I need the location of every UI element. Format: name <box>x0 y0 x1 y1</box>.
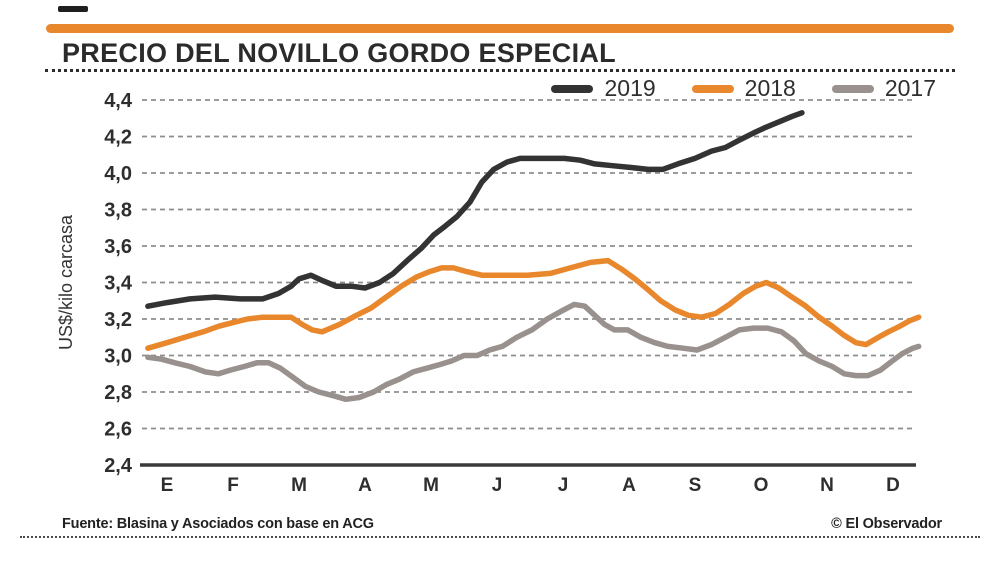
x-axis-tick: J <box>558 475 569 496</box>
corner-dash-mark <box>58 6 88 12</box>
y-axis-tick: 3,8 <box>104 200 132 222</box>
y-axis-tick: 3,4 <box>104 273 133 295</box>
chart-legend: 2019 2018 2017 <box>551 77 936 100</box>
legend-label: 2019 <box>604 75 656 101</box>
legend-item-2017: 2017 <box>831 75 936 101</box>
y-axis-tick: 3,2 <box>104 309 132 331</box>
page-title: PRECIO DEL NOVILLO GORDO ESPECIAL <box>62 38 616 68</box>
footer-dotted-separator <box>20 536 980 538</box>
x-axis-tick: A <box>358 475 372 496</box>
legend-label: 2018 <box>744 75 796 101</box>
x-axis-tick: J <box>492 475 503 496</box>
x-axis-tick: F <box>227 475 239 496</box>
x-axis-tick: N <box>820 475 834 496</box>
y-axis-tick: 3,0 <box>104 346 132 368</box>
y-axis-title: US$/kilo carcasa <box>56 214 76 350</box>
y-axis-tick: 4,0 <box>104 163 132 185</box>
y-axis-tick: 2,6 <box>104 419 132 441</box>
credit-note: © El Observador <box>831 516 942 532</box>
legend-swatch-2019-icon <box>551 84 594 93</box>
legend-label: 2017 <box>884 75 936 101</box>
x-axis-tick: A <box>622 475 636 496</box>
series-line-2019 <box>145 110 805 309</box>
series-line-2018 <box>145 257 922 351</box>
legend-item-2018: 2018 <box>691 75 796 101</box>
series-line-2017 <box>145 301 922 403</box>
x-axis-tick: O <box>754 475 769 496</box>
y-axis-tick: 4,4 <box>104 90 133 112</box>
y-axis-tick: 4,2 <box>104 127 132 149</box>
x-axis-tick: M <box>291 475 307 496</box>
y-axis-tick: 2,8 <box>104 382 132 404</box>
accent-bar <box>46 24 954 33</box>
x-axis-tick: E <box>161 475 174 496</box>
y-axis-tick: 2,4 <box>104 455 133 477</box>
x-axis-tick: S <box>689 475 702 496</box>
y-axis-tick: 3,6 <box>104 236 132 258</box>
legend-swatch-2018-icon <box>691 84 734 93</box>
x-axis-tick: M <box>423 475 439 496</box>
title-dotted-separator <box>45 69 955 72</box>
source-note: Fuente: Blasina y Asociados con base en … <box>62 516 374 532</box>
legend-swatch-2017-icon <box>831 84 874 93</box>
x-axis-tick: D <box>886 475 900 496</box>
legend-item-2019: 2019 <box>551 75 656 101</box>
